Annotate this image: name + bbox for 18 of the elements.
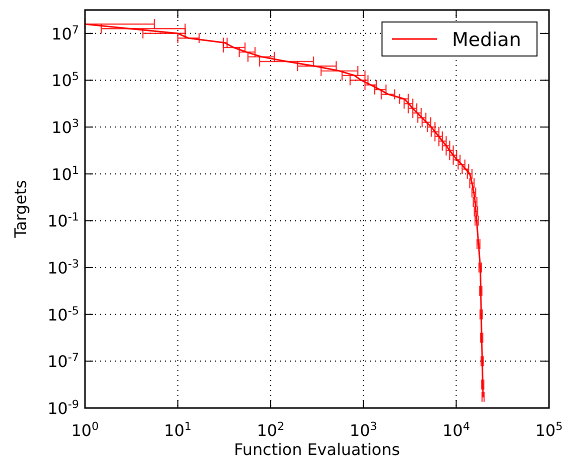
legend-label: Median (452, 29, 522, 51)
x-tick-label: 10$^{2}$ (256, 420, 284, 440)
y-tick-label: 10$^{-3}$ (47, 257, 79, 278)
y-tick-label: 10$^{5}$ (52, 70, 79, 90)
y-tick-label: 10$^{3}$ (52, 116, 79, 138)
y-tick-label: 10$^{-5}$ (47, 304, 79, 324)
x-tick-label: 10$^{1}$ (164, 420, 192, 440)
y-tick-label: 10$^{-9}$ (47, 398, 79, 418)
y-tick-label: 10$^{7}$ (52, 22, 79, 44)
y-tick-label: 10$^{-7}$ (47, 350, 79, 372)
x-tick-label: 10$^{0}$ (71, 420, 99, 440)
x-axis-title: Function Evaluations (234, 440, 400, 459)
y-tick-label: 10$^{-1}$ (47, 210, 79, 231)
x-tick-label: 10$^{3}$ (350, 420, 378, 440)
y-axis-title: Targets (11, 180, 30, 239)
y-tick-label: 10$^{1}$ (52, 163, 79, 184)
x-tick-label: 10$^{4}$ (442, 420, 470, 440)
x-tick-label: 10$^{5}$ (535, 420, 563, 440)
